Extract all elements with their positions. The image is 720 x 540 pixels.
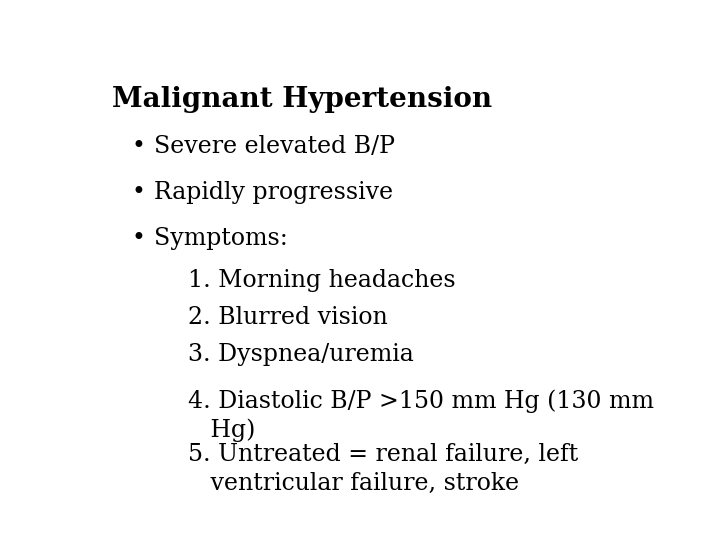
Text: 5. Untreated = renal failure, left
   ventricular failure, stroke: 5. Untreated = renal failure, left ventr… — [188, 443, 578, 495]
Text: Severe elevated B/P: Severe elevated B/P — [154, 136, 395, 158]
Text: Malignant Hypertension: Malignant Hypertension — [112, 85, 492, 113]
Text: 2. Blurred vision: 2. Blurred vision — [188, 306, 387, 329]
Text: •: • — [132, 227, 145, 250]
Text: 1. Morning headaches: 1. Morning headaches — [188, 268, 455, 292]
Text: 4. Diastolic B/P >150 mm Hg (130 mm
   Hg): 4. Diastolic B/P >150 mm Hg (130 mm Hg) — [188, 389, 654, 442]
Text: Rapidly progressive: Rapidly progressive — [154, 181, 393, 204]
Text: Symptoms:: Symptoms: — [154, 227, 288, 250]
Text: 3. Dyspnea/uremia: 3. Dyspnea/uremia — [188, 343, 413, 366]
Text: •: • — [132, 181, 145, 204]
Text: •: • — [132, 136, 145, 158]
